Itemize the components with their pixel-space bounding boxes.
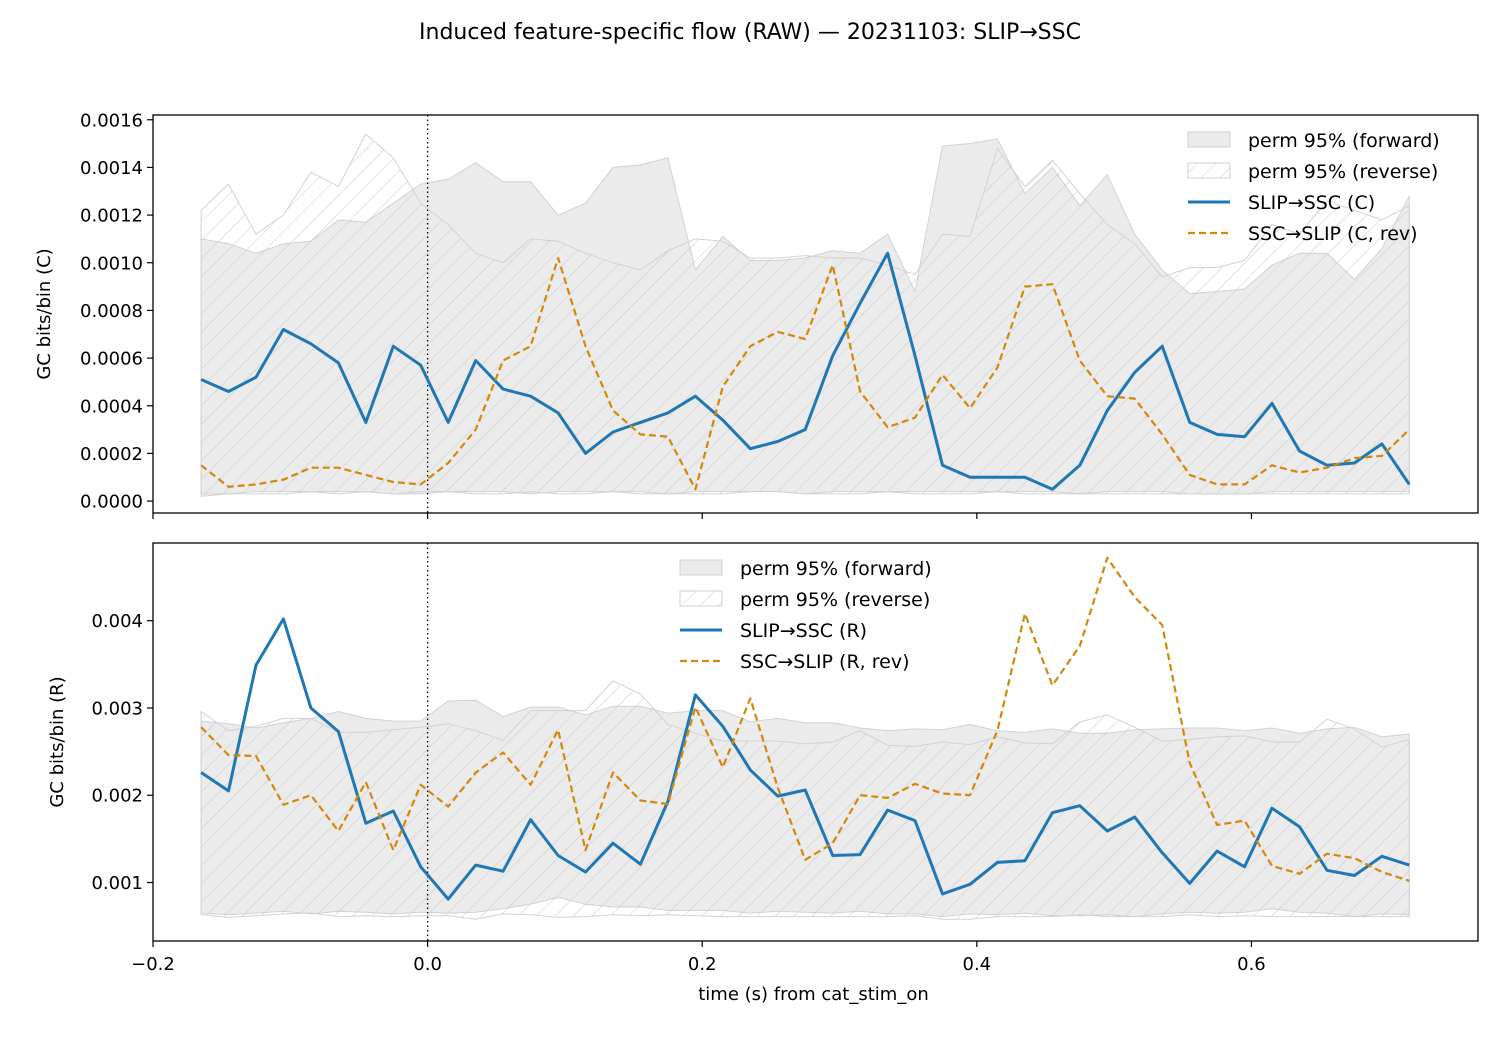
bottom-x-tick-label: 0.0 bbox=[413, 954, 442, 975]
top-perm-reverse-band bbox=[200, 133, 1410, 497]
bottom-y-tick-label: 0.004 bbox=[91, 611, 143, 632]
top-legend-label: SLIP→SSC (C) bbox=[1248, 192, 1375, 214]
figure-title: Induced feature-specific flow (RAW) — 20… bbox=[419, 20, 1081, 45]
bottom-y-axis-label: GC bits/bin (R) bbox=[47, 676, 68, 807]
top-legend-forward-band-handle bbox=[1187, 131, 1231, 148]
top-y-tick-label: 0.0016 bbox=[80, 110, 143, 131]
bottom-perm-reverse-band bbox=[200, 680, 1410, 920]
bottom-x-tick-label: 0.4 bbox=[963, 954, 992, 975]
bottom-legend-label: perm 95% (reverse) bbox=[740, 589, 930, 611]
top-y-tick-label: 0.0000 bbox=[80, 492, 143, 513]
bottom-legend-label: perm 95% (forward) bbox=[740, 558, 932, 580]
top-plot-area bbox=[200, 115, 1411, 513]
top-y-axis-label: GC bits/bin (C) bbox=[34, 248, 55, 379]
bottom-panel: 0.001 0.002 0.003 0.004 −0.2 0.0 0.2 0.4 0.6 GC b… bbox=[47, 542, 1479, 1005]
top-y-tick-label: 0.0004 bbox=[80, 396, 143, 417]
bottom-legend-reverse-band-handle bbox=[679, 590, 723, 607]
bottom-axes-frame bbox=[152, 542, 1479, 942]
bottom-y-tick-label: 0.001 bbox=[91, 873, 143, 894]
top-axes-frame bbox=[152, 114, 1479, 514]
bottom-x-tick-label: −0.2 bbox=[131, 954, 175, 975]
bottom-legend-forward-band-handle bbox=[679, 559, 723, 576]
top-y-tick-label: 0.0002 bbox=[80, 444, 143, 465]
bottom-x-axis-label: time (s) from cat_stim_on bbox=[698, 984, 929, 1005]
top-y-tick-label: 0.0006 bbox=[80, 349, 143, 370]
bottom-x-tick-label: 0.2 bbox=[688, 954, 717, 975]
top-legend-reverse-band-handle bbox=[1187, 162, 1231, 179]
top-y-tick-label: 0.0010 bbox=[80, 253, 143, 274]
top-legend-label: perm 95% (reverse) bbox=[1248, 161, 1438, 183]
top-legend-label: SSC→SLIP (C, rev) bbox=[1248, 223, 1418, 245]
top-y-tick-label: 0.0014 bbox=[80, 158, 143, 179]
bottom-legend: perm 95% (forward) perm 95% (reverse) SLIP… bbox=[679, 558, 932, 673]
top-legend: perm 95% (forward) perm 95% (reverse) SLIP… bbox=[1187, 130, 1440, 245]
bottom-plot-area bbox=[200, 543, 1410, 941]
top-legend-label: perm 95% (forward) bbox=[1248, 130, 1440, 152]
bottom-x-tick-label: 0.6 bbox=[1237, 954, 1266, 975]
top-panel: 0.0000 0.0002 0.0004 0.0006 0.0008 0.0010 0.00… bbox=[34, 110, 1479, 519]
bottom-y-tick-label: 0.002 bbox=[91, 786, 143, 807]
bottom-legend-label: SLIP→SSC (R) bbox=[740, 620, 867, 642]
bottom-legend-label: SSC→SLIP (R, rev) bbox=[740, 651, 910, 673]
top-y-tick-label: 0.0012 bbox=[80, 206, 143, 227]
bottom-y-tick-label: 0.003 bbox=[91, 698, 143, 719]
top-y-tick-label: 0.0008 bbox=[80, 301, 143, 322]
